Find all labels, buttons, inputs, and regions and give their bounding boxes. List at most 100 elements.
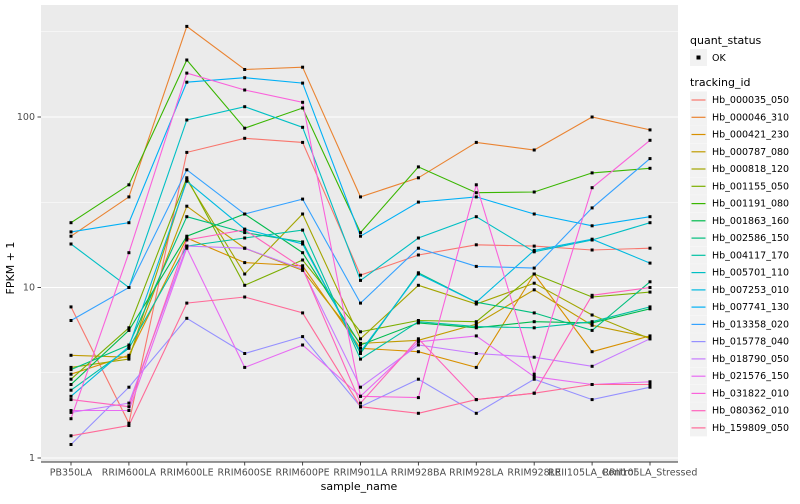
data-point [243,68,247,71]
data-point [127,421,131,425]
data-point [648,385,652,389]
data-point [127,405,131,409]
legend-label-Hb_013358_020: Hb_013358_020 [712,319,789,330]
data-point [127,424,131,427]
data-point [301,100,305,104]
x-tick-label: RRIM600LA [102,468,157,479]
data-point [127,357,131,361]
legend-label-Hb_002586_150: Hb_002586_150 [712,233,789,244]
data-point [127,251,131,255]
data-point [474,365,478,369]
legend-label-Hb_015778_040: Hb_015778_040 [712,337,789,348]
data-point [69,377,73,381]
data-point [648,246,652,250]
data-point [185,176,189,180]
data-point [301,343,305,347]
data-point [532,326,536,330]
data-point [359,401,362,405]
data-point [648,215,652,219]
data-point [243,272,247,276]
data-point [416,377,420,381]
data-point-markers [69,24,652,446]
data-point [416,236,420,240]
legend-label-Hb_000421_230: Hb_000421_230 [712,130,789,141]
data-point [69,319,73,322]
legend-label-Hb_018790_050: Hb_018790_050 [712,354,789,365]
data-point [532,190,536,194]
data-point [359,343,362,347]
data-point [532,320,536,324]
data-point [243,231,247,235]
data-point [69,242,73,246]
data-point [648,280,652,284]
data-point [648,307,652,311]
legend-label-Hb_001155_050: Hb_001155_050 [712,181,789,192]
data-point [185,236,189,240]
data-point [243,365,247,369]
data-point [301,197,305,201]
data-point [301,240,305,244]
data-point [69,398,73,402]
data-point [69,234,73,238]
y-axis-title: FPKM + 1 [4,242,17,295]
data-point [590,186,594,190]
data-point [69,365,73,369]
data-point [590,295,594,299]
data-point [359,234,362,238]
data-point [416,340,420,344]
data-point [416,176,420,180]
data-point [359,195,362,199]
data-point [127,195,131,199]
y-tick-label: 100 [17,112,35,123]
x-tick-label: RRIM928LE [507,468,561,479]
data-point [185,178,189,181]
data-point [474,320,478,324]
data-point [590,237,594,241]
data-point [648,166,652,170]
data-point [127,286,131,289]
data-point [243,136,247,140]
legend-label-Hb_007741_130: Hb_007741_130 [712,302,789,313]
data-point [185,168,189,172]
x-tick-label: PB350LA [50,468,93,479]
data-point [301,106,305,110]
data-point [301,65,305,69]
grid-lines [41,31,678,459]
data-point [185,301,189,305]
legend-label-Hb_021576_150: Hb_021576_150 [712,371,789,382]
data-point [185,215,189,219]
legend-label-Hb_005701_110: Hb_005701_110 [712,268,789,279]
legend-label-Hb_000787_080: Hb_000787_080 [712,147,789,158]
data-point [474,411,478,415]
data-point [127,401,131,405]
x-tick-label: RRIM928BA [391,468,447,479]
data-point [69,409,73,412]
data-point [648,286,652,289]
data-point [648,138,652,142]
data-point [590,313,594,317]
data-point [69,383,73,386]
data-point [127,409,131,412]
data-point [301,228,305,232]
data-point [243,283,247,287]
data-point [359,394,362,398]
data-point [416,246,420,250]
data-point [127,328,131,332]
y-tick-label: 1 [29,453,35,464]
data-point [359,341,362,345]
data-point [590,206,594,210]
data-point [301,140,305,144]
x-axis-title: sample_name [321,480,398,493]
data-point [474,334,478,338]
data-point [648,221,652,225]
data-point [416,253,420,257]
data-point [127,183,131,187]
data-point [69,353,73,357]
data-point [416,343,420,347]
data-point [69,443,73,446]
data-point [185,150,189,154]
legend-label-Hb_031822_010: Hb_031822_010 [712,388,789,399]
legend-label-Hb_000046_310: Hb_000046_310 [712,112,789,123]
data-point [301,251,305,255]
legend-ok-label: OK [712,53,726,64]
